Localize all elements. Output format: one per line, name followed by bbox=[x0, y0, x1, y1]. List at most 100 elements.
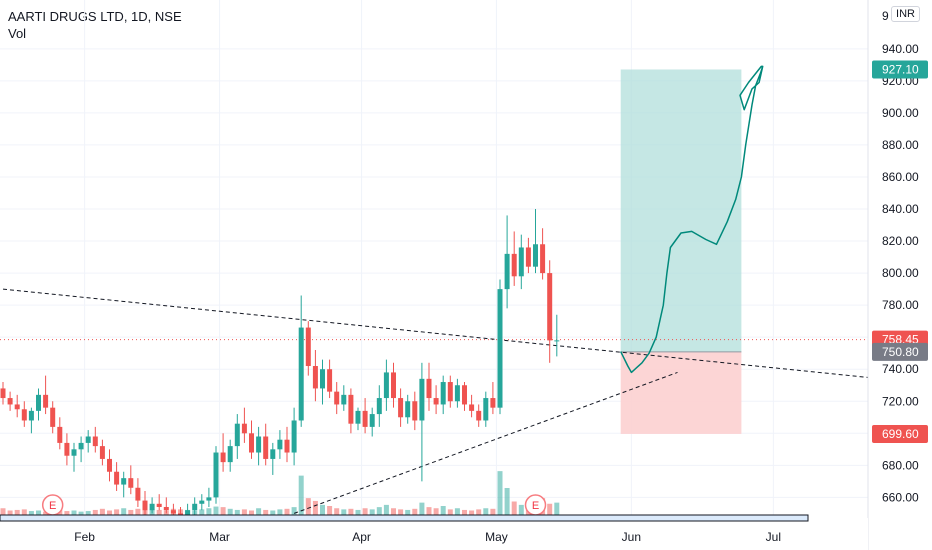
candle-body bbox=[518, 247, 524, 277]
candle-body bbox=[462, 385, 467, 405]
volume-bar bbox=[412, 508, 418, 515]
time-range-bar[interactable] bbox=[0, 514, 809, 522]
volume-bar bbox=[156, 509, 162, 515]
candle-body bbox=[362, 410, 368, 427]
candle-body bbox=[483, 398, 489, 421]
candle-body bbox=[469, 404, 475, 411]
volume-bar bbox=[405, 509, 411, 515]
volume-bar bbox=[78, 511, 84, 515]
volume-bar bbox=[128, 509, 134, 515]
price-axis[interactable]: 9660.00680.00700.00720.00740.00760.00780… bbox=[867, 0, 932, 550]
candle-body bbox=[440, 382, 446, 405]
long-position-tool[interactable] bbox=[620, 69, 742, 434]
candle-body bbox=[170, 510, 176, 514]
candle-body bbox=[92, 436, 98, 447]
price-tick-label: 860.00 bbox=[882, 170, 919, 184]
candle-body bbox=[419, 378, 425, 421]
symbol-title: AARTI DRUGS LTD, 1D, NSE bbox=[8, 9, 182, 24]
volume-bar bbox=[554, 502, 560, 515]
candle-body bbox=[64, 442, 70, 456]
earnings-label: E bbox=[532, 500, 539, 512]
candle-body bbox=[490, 398, 496, 408]
candle-body bbox=[163, 506, 169, 511]
volume-bar bbox=[263, 509, 269, 515]
candle-body bbox=[107, 458, 112, 472]
candle-body bbox=[249, 433, 254, 453]
freehand-drawing[interactable] bbox=[620, 65, 764, 374]
volume-bar bbox=[298, 475, 304, 515]
volume-bar bbox=[256, 508, 262, 515]
time-axis-bg bbox=[0, 518, 868, 550]
volume-label: Vol bbox=[8, 26, 27, 41]
candle-body bbox=[185, 510, 191, 517]
volume-bar bbox=[454, 508, 460, 515]
stop-zone[interactable] bbox=[620, 351, 742, 434]
price-tag-target[interactable]: 927.10 bbox=[872, 60, 928, 79]
volume-bar bbox=[362, 508, 368, 515]
price-tick-label: 740.00 bbox=[882, 362, 919, 376]
candle-body bbox=[234, 423, 240, 447]
trendline-ascending[interactable] bbox=[293, 371, 678, 514]
candle-body bbox=[263, 436, 269, 459]
volume-bar bbox=[249, 510, 254, 515]
earnings-marker[interactable]: E bbox=[41, 494, 64, 516]
target-zone[interactable] bbox=[620, 69, 742, 352]
candle-body bbox=[99, 446, 105, 459]
candle-body bbox=[525, 247, 531, 267]
candle-body bbox=[213, 452, 219, 498]
candle-body bbox=[241, 423, 247, 434]
candle-body bbox=[334, 391, 340, 405]
volume-bar bbox=[341, 509, 347, 515]
volume-bar bbox=[14, 509, 20, 515]
forecast-drawing[interactable] bbox=[620, 65, 764, 374]
volume-bar bbox=[270, 510, 276, 515]
candle-body bbox=[454, 385, 460, 402]
candle-body bbox=[355, 410, 361, 424]
candle-body bbox=[270, 449, 276, 459]
price-tick-label: 780.00 bbox=[882, 298, 919, 312]
candle-body bbox=[547, 273, 553, 341]
price-tick-label: 940.00 bbox=[882, 42, 919, 56]
candle-body bbox=[391, 372, 396, 399]
volume-bar bbox=[227, 508, 233, 515]
volume-bar bbox=[327, 506, 333, 515]
price-tag-entry[interactable]: 750.80 bbox=[872, 342, 928, 361]
price-tag-label: 750.80 bbox=[882, 345, 919, 359]
candle-body bbox=[298, 327, 304, 421]
trendlines[interactable] bbox=[0, 288, 932, 514]
candlesticks bbox=[0, 209, 560, 520]
price-tag-box bbox=[872, 424, 928, 443]
earnings-marker[interactable]: E bbox=[524, 494, 547, 516]
candle-body bbox=[277, 439, 283, 450]
volume-bar bbox=[199, 509, 205, 515]
candle-body bbox=[426, 378, 432, 399]
volume-bar bbox=[334, 508, 340, 515]
volume-bar bbox=[320, 504, 325, 515]
price-tick-label: 660.00 bbox=[882, 490, 919, 504]
price-tick-label: 900.00 bbox=[882, 106, 919, 120]
candle-body bbox=[284, 439, 290, 453]
price-tag-stop[interactable]: 699.60 bbox=[872, 424, 928, 443]
candle-body bbox=[50, 407, 56, 427]
trendline-descending[interactable] bbox=[2, 288, 932, 388]
price-tag-label: 699.60 bbox=[882, 427, 919, 441]
volume-bar bbox=[241, 509, 247, 515]
candle-body bbox=[227, 446, 233, 463]
volume-bar bbox=[135, 508, 141, 515]
candle-body bbox=[533, 244, 538, 267]
candle-body bbox=[405, 401, 411, 418]
candle-body bbox=[540, 244, 546, 274]
candle-body bbox=[0, 388, 6, 399]
candle-body bbox=[28, 410, 34, 421]
candle-body bbox=[412, 401, 418, 421]
time-tick-label: Jun bbox=[622, 530, 641, 544]
currency-label[interactable]: INR bbox=[891, 6, 920, 22]
time-axis[interactable]: Feb Mar Apr May Jun Jul bbox=[0, 514, 868, 550]
candle-body bbox=[135, 487, 141, 501]
candle-body bbox=[156, 503, 162, 507]
volume-bar bbox=[71, 510, 77, 515]
volume-bar bbox=[305, 498, 311, 515]
chart-header: AARTI DRUGS LTD, 1D, NSE Vol bbox=[8, 8, 182, 42]
